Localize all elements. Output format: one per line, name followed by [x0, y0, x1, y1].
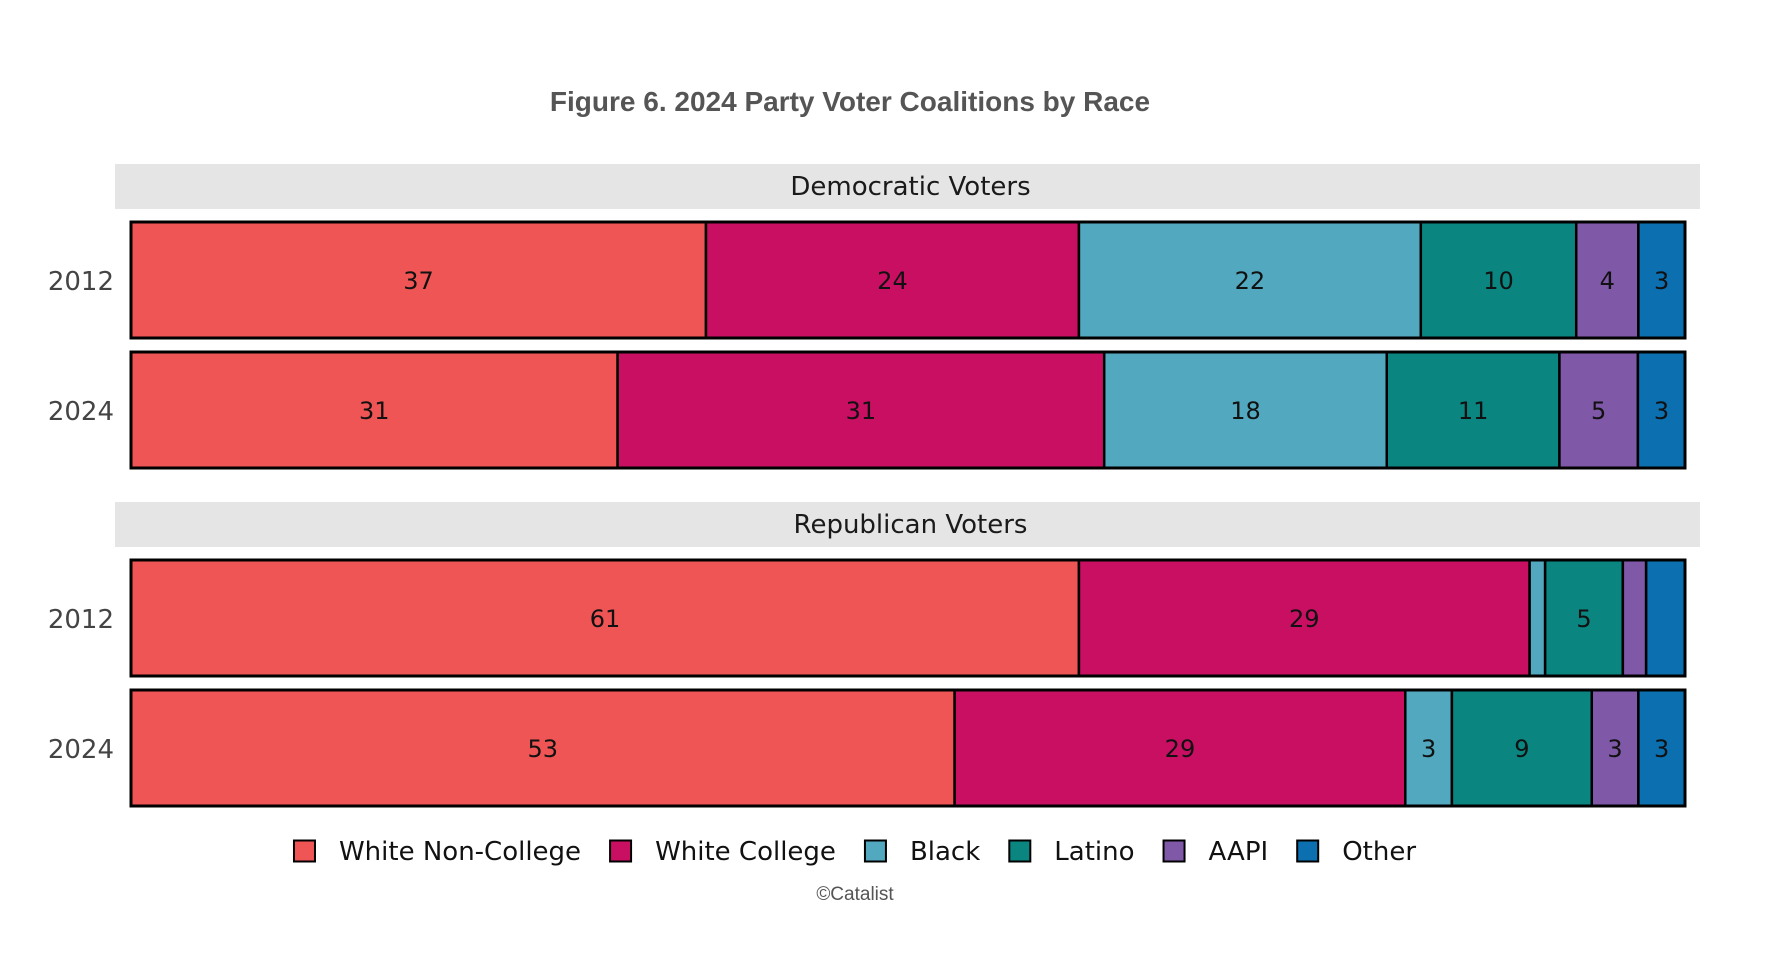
panel-strip [115, 164, 1700, 209]
data-label: 3 [1654, 397, 1669, 425]
data-label: 31 [359, 397, 390, 425]
data-label: 4 [1600, 267, 1615, 295]
bar-segment-other [1644, 558, 1687, 678]
data-label: 29 [1289, 605, 1320, 633]
y-tick-label: 2012 [48, 605, 114, 635]
data-label: 3 [1654, 267, 1669, 295]
legend-swatch [609, 839, 633, 863]
legend-label: Latino [1054, 837, 1134, 867]
bar-segment-latino [1543, 558, 1625, 678]
chart-title: Figure 6. 2024 Party Voter Coalitions by… [550, 86, 1150, 117]
legend-swatch [292, 839, 316, 863]
bar-segment-black [1102, 350, 1389, 470]
data-label: 3 [1607, 735, 1622, 763]
legend-label: Other [1342, 837, 1416, 867]
data-label: 9 [1514, 735, 1529, 763]
legend-item-other: Other [1296, 837, 1416, 867]
panel-republican-voters: Republican Voters 2012 61 29 5 2024 53 29 3 9 3 3 [48, 502, 1700, 808]
y-tick-label: 2012 [48, 267, 114, 297]
bar-2024: 2024 31 31 18 11 5 3 [48, 350, 1687, 470]
data-label: 3 [1654, 735, 1669, 763]
bar-segment-black [1077, 220, 1423, 340]
legend-label: White College [655, 837, 836, 867]
data-label: 29 [1165, 735, 1196, 763]
y-tick-label: 2024 [48, 397, 114, 427]
data-label: 5 [1576, 605, 1591, 633]
data-label: 61 [590, 605, 621, 633]
chart-source: ©Catalist [816, 884, 894, 905]
data-label: 18 [1230, 397, 1261, 425]
bar-outline [129, 558, 1687, 678]
bar-outline [129, 688, 1687, 808]
legend-item-white-non-college: White Non-College [292, 837, 581, 867]
legend-item-aapi: AAPI [1162, 837, 1269, 867]
panel-title: Republican Voters [794, 510, 1028, 540]
legend-item-white-college: White College [609, 837, 836, 867]
bar-outline [129, 350, 1687, 470]
bar-segment-white-non-college [129, 688, 956, 808]
bar-segment-aapi [1621, 558, 1648, 678]
legend-label: AAPI [1209, 837, 1269, 867]
panel-title: Democratic Voters [790, 172, 1030, 202]
data-label: 10 [1483, 267, 1514, 295]
bar-2012: 2012 37 24 22 10 4 3 [48, 220, 1687, 340]
data-label: 53 [528, 735, 559, 763]
data-label: 37 [403, 267, 434, 295]
legend-label: Black [910, 837, 980, 867]
legend-swatch [1162, 839, 1186, 863]
data-label: 24 [877, 267, 908, 295]
y-tick-label: 2024 [48, 735, 114, 765]
bar-2024: 2024 53 29 3 9 3 3 [48, 688, 1687, 808]
bar-segment-white-non-college [129, 220, 708, 340]
bar-2012: 2012 61 29 5 [48, 558, 1687, 678]
bar-outline [129, 220, 1687, 340]
data-label: 31 [846, 397, 877, 425]
bar-segment-white-college [1077, 558, 1531, 678]
legend-item-latino: Latino [1008, 837, 1135, 867]
data-label: 5 [1591, 397, 1606, 425]
legend-swatch [1296, 839, 1320, 863]
legend-swatch [1008, 839, 1032, 863]
chart-legend: White Non-College White College Black Latin… [292, 837, 1416, 867]
data-label: 3 [1421, 735, 1436, 763]
panel-strip [115, 502, 1700, 547]
legend-swatch [863, 839, 887, 863]
legend-label: White Non-College [339, 837, 581, 867]
bar-segment-aapi [1558, 350, 1640, 470]
data-label: 11 [1458, 397, 1489, 425]
bar-segment-black [1528, 558, 1547, 678]
data-label: 22 [1235, 267, 1266, 295]
legend-item-black: Black [863, 837, 980, 867]
